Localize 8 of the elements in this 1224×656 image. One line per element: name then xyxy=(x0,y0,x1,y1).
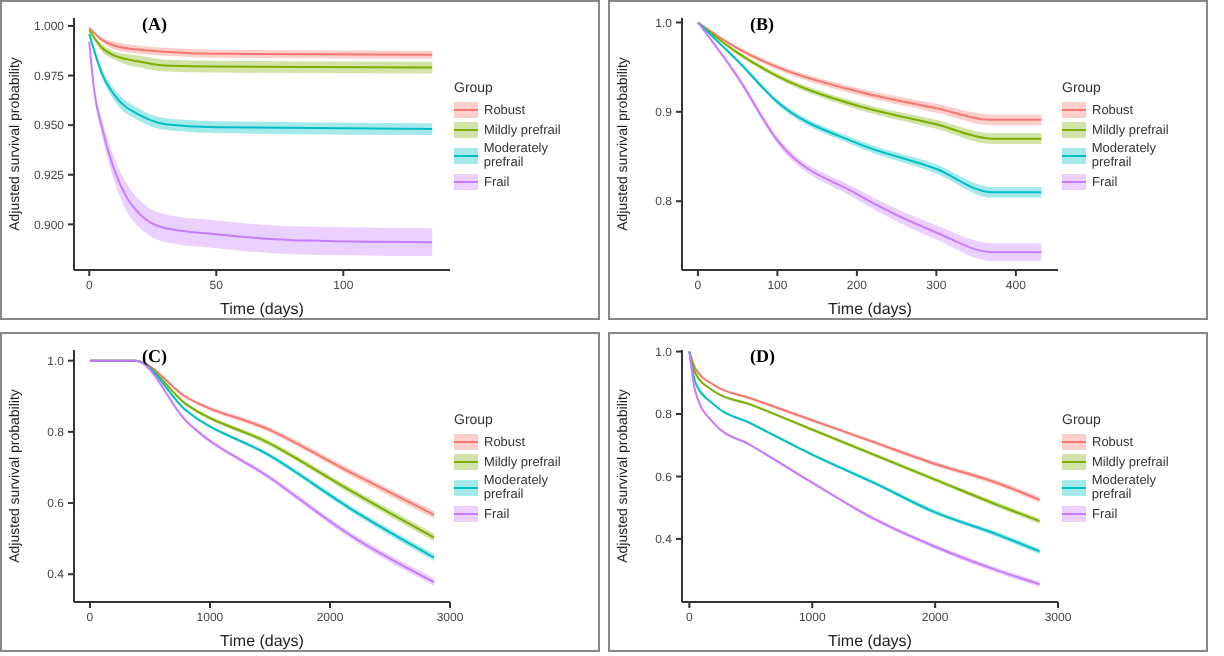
chart-title: (C) xyxy=(142,346,167,366)
x-axis-title: Time (days) xyxy=(828,300,913,318)
chart-title: (D) xyxy=(750,346,775,366)
chart-title: (B) xyxy=(750,14,774,34)
x-axis-title: Time (days) xyxy=(828,632,913,650)
x-axis-title: Time (days) xyxy=(220,300,305,318)
x-axis-title: Time (days) xyxy=(220,632,305,650)
chart-title: (A) xyxy=(142,14,167,34)
